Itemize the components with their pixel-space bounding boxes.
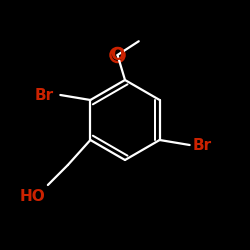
Text: Br: Br <box>35 88 54 102</box>
Text: Br: Br <box>192 138 211 152</box>
Text: HO: HO <box>20 189 45 204</box>
Text: O: O <box>110 46 124 64</box>
